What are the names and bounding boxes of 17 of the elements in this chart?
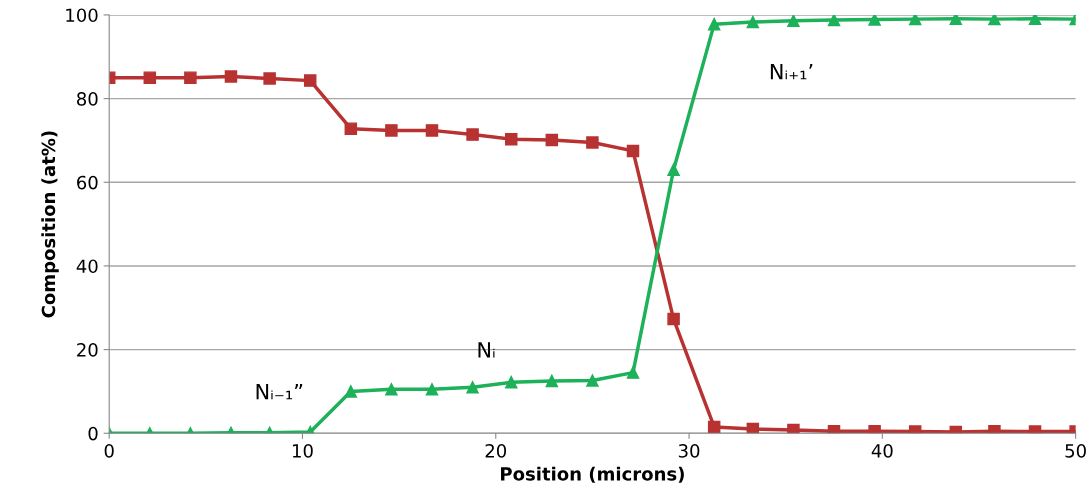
x-tick-label: 0 (104, 444, 114, 458)
x-tick-label: 20 (485, 444, 507, 458)
y-tick-label: 0 (88, 426, 98, 441)
y-tick-label: 40 (76, 259, 98, 274)
y-tick-label: 100 (66, 8, 98, 23)
x-axis-title: Position (microns) (501, 466, 684, 483)
y-axis-title: Composition (at%) (41, 131, 59, 318)
y-tick-label: 60 (77, 175, 98, 190)
x-tick-label: 40 (871, 444, 893, 458)
y-tick-label: 80 (77, 92, 98, 106)
x-tick-label: 30 (678, 444, 700, 458)
x-tick-label: 10 (292, 444, 313, 458)
y-tick-label: 20 (77, 343, 98, 357)
annotation: Nᵢ (478, 342, 495, 358)
annotation: Nᵢ₋₁” (256, 384, 303, 400)
x-tick-label: 50 (1065, 444, 1086, 458)
annotation: Nᵢ₊₁’ (770, 64, 813, 80)
